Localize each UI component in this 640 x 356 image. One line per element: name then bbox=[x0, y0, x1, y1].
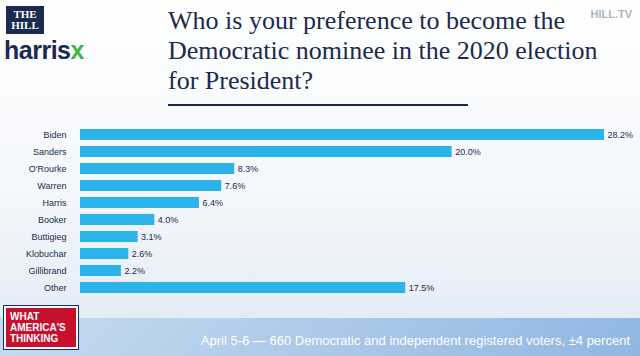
svg-text:Klobuchar: Klobuchar bbox=[26, 249, 67, 259]
html-text:April 5-6 — 660 Democratic and: April 5-6 — 660 Democratic and independe… bbox=[200, 333, 630, 348]
html-text:WHAT AMERICA'S THINKING: WHAT AMERICA'S THINKING bbox=[10, 311, 66, 344]
svg-text:O'Rourke: O'Rourke bbox=[29, 164, 67, 174]
svg-text:Sanders: Sanders bbox=[33, 147, 67, 157]
svg-text:2.2%: 2.2% bbox=[124, 266, 145, 276]
svg-text:2.6%: 2.6% bbox=[132, 249, 153, 259]
svg-text:Gillibrand: Gillibrand bbox=[28, 266, 66, 276]
svg-text:Harris: Harris bbox=[43, 198, 67, 208]
svg-text:Biden: Biden bbox=[43, 130, 66, 140]
html-text:THE HILL: THE HILL bbox=[11, 8, 39, 31]
svg-text:Other: Other bbox=[44, 283, 67, 293]
svg-text:3.1%: 3.1% bbox=[141, 232, 162, 242]
html-text:HILL.TV: HILL.TV bbox=[590, 8, 632, 20]
svg-text:7.6%: 7.6% bbox=[225, 181, 246, 191]
svg-text:28.2%: 28.2% bbox=[608, 130, 634, 140]
svg-text:4.0%: 4.0% bbox=[158, 215, 179, 225]
html-text:harris x: harris x bbox=[4, 36, 84, 64]
svg-text:6.4%: 6.4% bbox=[202, 198, 223, 208]
svg-text:Booker: Booker bbox=[38, 215, 67, 225]
html-text:Who is your preference to beco: Who is your preference to become the Dem… bbox=[168, 6, 598, 95]
svg-text:20.0%: 20.0% bbox=[455, 147, 481, 157]
svg-text:17.5%: 17.5% bbox=[409, 283, 435, 293]
svg-text:Warren: Warren bbox=[37, 181, 66, 191]
svg-text:8.3%: 8.3% bbox=[238, 164, 259, 174]
svg-text:Buttigieg: Buttigieg bbox=[31, 232, 66, 242]
